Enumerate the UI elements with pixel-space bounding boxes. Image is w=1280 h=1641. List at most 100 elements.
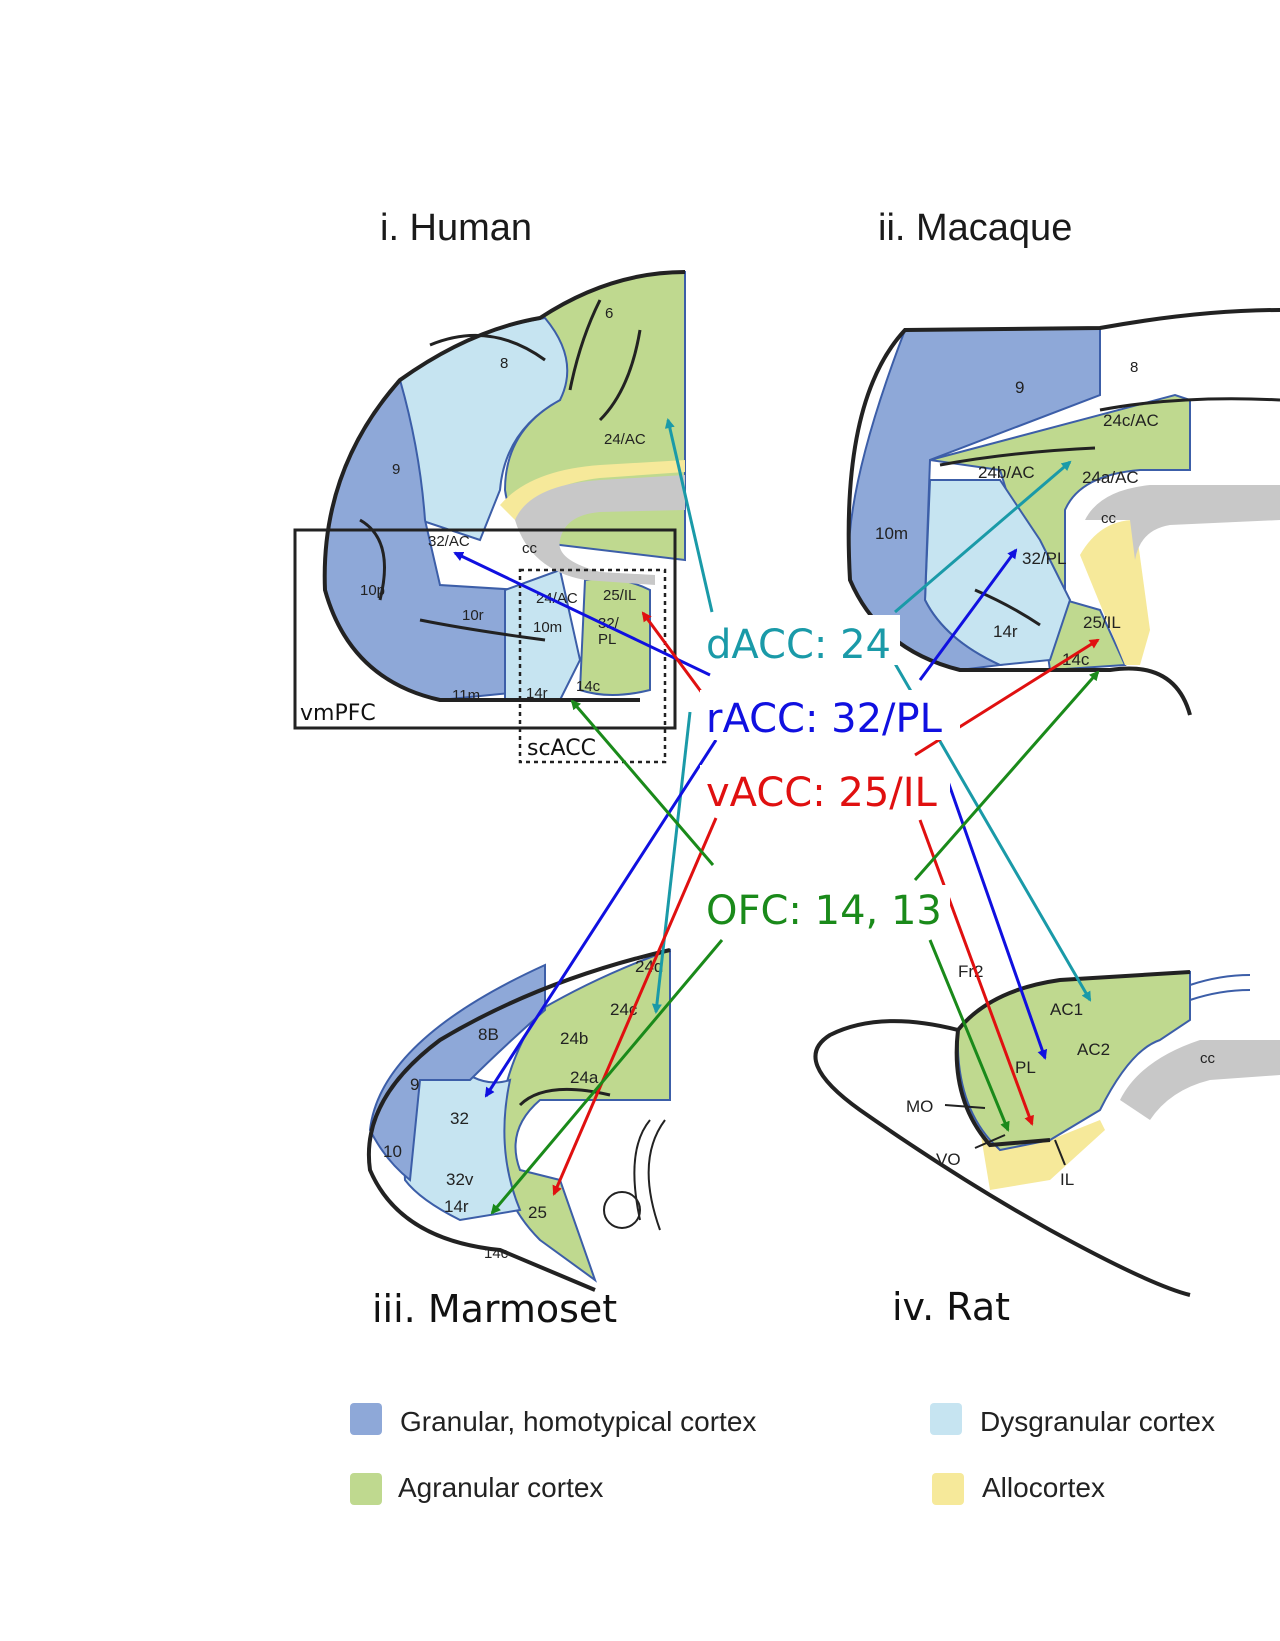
macaque-region-24aac: 24a/AC — [1082, 468, 1139, 487]
human-sulcus-3 — [598, 329, 642, 422]
rat-region-cc: cc — [1200, 1050, 1216, 1067]
human-region-14r: 14r — [526, 685, 548, 702]
human-panel: i. Human vmPFC scACC 6 8 9 24/AC cc 32/A… — [293, 207, 686, 764]
center-labels: dACC: 24 rACC: 32/PL vACC: 25/IL OFC: 14… — [700, 615, 960, 935]
human-sulcus-5 — [419, 618, 546, 642]
rat-vo-pointer — [974, 1134, 1006, 1149]
racc-label-bg — [700, 690, 960, 740]
human-region-10m: 10m — [533, 619, 562, 636]
rat-line-2 — [1189, 989, 1251, 1001]
ofc-label: OFC: 14, 13 — [706, 888, 942, 934]
marmoset-ventricle — [603, 1191, 641, 1229]
legend-label-agranular: Agranular cortex — [398, 1472, 603, 1503]
marmoset-region-24d: 24d — [635, 957, 663, 976]
rat-head-outline — [813, 1019, 1191, 1297]
macaque-corpus-callosum — [1085, 485, 1280, 560]
human-region-10p: 10p — [360, 582, 385, 599]
marmoset-region-32: 32 — [450, 1109, 469, 1128]
arrow-ofc-marmoset — [490, 939, 724, 1215]
macaque-region-14r: 14r — [993, 622, 1018, 641]
rat-title: iv. Rat — [892, 1285, 1010, 1329]
rat-region-pl: PL — [1015, 1058, 1036, 1077]
macaque-outline — [846, 308, 1280, 716]
rat-region-vo: VO — [936, 1150, 961, 1169]
human-sulcus-4 — [359, 518, 386, 601]
marmoset-region-14c: 14c — [484, 1245, 509, 1262]
human-brain — [322, 270, 686, 702]
dacc-label-bg — [700, 615, 900, 665]
macaque-region-10m: 10m — [875, 524, 908, 543]
arrow-racc-rat — [942, 769, 1048, 1060]
human-sulcus-1 — [429, 333, 546, 362]
legend-label-allocortex: Allocortex — [982, 1472, 1105, 1503]
rat-region-mo: MO — [906, 1097, 933, 1116]
macaque-region-24bac: 24b/AC — [978, 463, 1035, 482]
macaque-brain — [846, 308, 1280, 716]
macaque-panel: ii. Macaque 9 8 24c/AC 24b/AC 24a/AC cc … — [846, 207, 1280, 716]
rat-region-ac1: AC1 — [1050, 1000, 1083, 1019]
arrow-ofc-macaque — [913, 670, 1100, 881]
rat-panel: iv. Rat Fr2 AC1 AC2 PL cc MO VO IL — [813, 962, 1280, 1329]
ofc-label-bg — [700, 885, 950, 935]
human-allocortex-band — [500, 460, 685, 520]
marmoset-contour-2 — [647, 1119, 666, 1231]
rat-line-1 — [1189, 974, 1251, 986]
marmoset-brain — [366, 948, 671, 1292]
vmpfc-label: vmPFC — [300, 701, 376, 726]
macaque-region-cc: cc — [1101, 510, 1117, 527]
rat-corpus-callosum — [1120, 1040, 1280, 1120]
arrow-dacc-human — [664, 418, 714, 613]
vacc-label-bg — [700, 765, 950, 815]
arrow-dacc-macaque — [894, 460, 1072, 614]
macaque-region-14c: 14c — [1062, 650, 1090, 669]
dacc-label: dACC: 24 — [706, 622, 891, 668]
legend-swatch-agranular — [350, 1473, 382, 1505]
macaque-region-24cac: 24c/AC — [1103, 411, 1159, 430]
human-region-10r: 10r — [462, 607, 484, 624]
rat-cortex-outline — [954, 970, 1191, 1148]
human-region-24ac: 24/AC — [604, 431, 646, 448]
vacc-label: vACC: 25/IL — [706, 770, 938, 816]
marmoset-region-32v: 32v — [446, 1170, 474, 1189]
marmoset-region-10: 10 — [383, 1142, 402, 1161]
marmoset-region-24b: 24b — [560, 1029, 588, 1048]
arrow-ofc-rat — [928, 939, 1010, 1132]
macaque-sulcus-2 — [1099, 397, 1280, 412]
human-region-25il: 25/IL — [603, 587, 636, 604]
human-region-14c: 14c — [576, 678, 601, 695]
human-region-6: 6 — [605, 305, 613, 322]
scacc-label: scACC — [527, 736, 596, 761]
arrow-vacc-rat — [918, 819, 1034, 1126]
marmoset-region-8b: 8B — [478, 1025, 499, 1044]
marmoset-region-24a: 24a — [570, 1068, 599, 1087]
human-region-cc: cc — [522, 540, 538, 557]
arrow-dacc-marmoset — [651, 711, 692, 1014]
rat-agranular-area — [956, 970, 1191, 1152]
marmoset-granular-area — [368, 963, 546, 1182]
marmoset-region-9: 9 — [410, 1075, 419, 1094]
macaque-region-9: 9 — [1015, 378, 1024, 397]
legend-label-dysgranular: Dysgranular cortex — [980, 1406, 1215, 1437]
rat-brain — [813, 970, 1280, 1297]
marmoset-panel: iii. Marmoset 24d 24c 8B 24b 24a 9 32 10… — [366, 948, 671, 1331]
macaque-sulcus-1 — [939, 446, 1096, 467]
rat-region-il: IL — [1060, 1170, 1074, 1189]
legend: Granular, homotypical cortex Dysgranular… — [350, 1403, 1215, 1505]
legend-swatch-granular — [350, 1403, 382, 1435]
marmoset-title: iii. Marmoset — [372, 1287, 617, 1331]
macaque-sulcus-3 — [974, 588, 1041, 627]
human-title: i. Human — [380, 207, 532, 249]
arrow-vacc-marmoset — [552, 817, 718, 1196]
scacc-box — [518, 568, 667, 764]
arrow-ofc-human — [570, 699, 715, 866]
arrow-racc-marmoset — [484, 739, 718, 1098]
marmoset-region-14r: 14r — [444, 1197, 469, 1216]
human-region-11m: 11m — [452, 687, 480, 704]
human-region-9: 9 — [392, 461, 400, 478]
vmpfc-box — [293, 528, 677, 730]
marmoset-dysgranular-area — [398, 1058, 522, 1222]
legend-label-granular: Granular, homotypical cortex — [400, 1406, 756, 1437]
macaque-title: ii. Macaque — [878, 207, 1072, 249]
arrow-racc-human — [453, 551, 711, 677]
